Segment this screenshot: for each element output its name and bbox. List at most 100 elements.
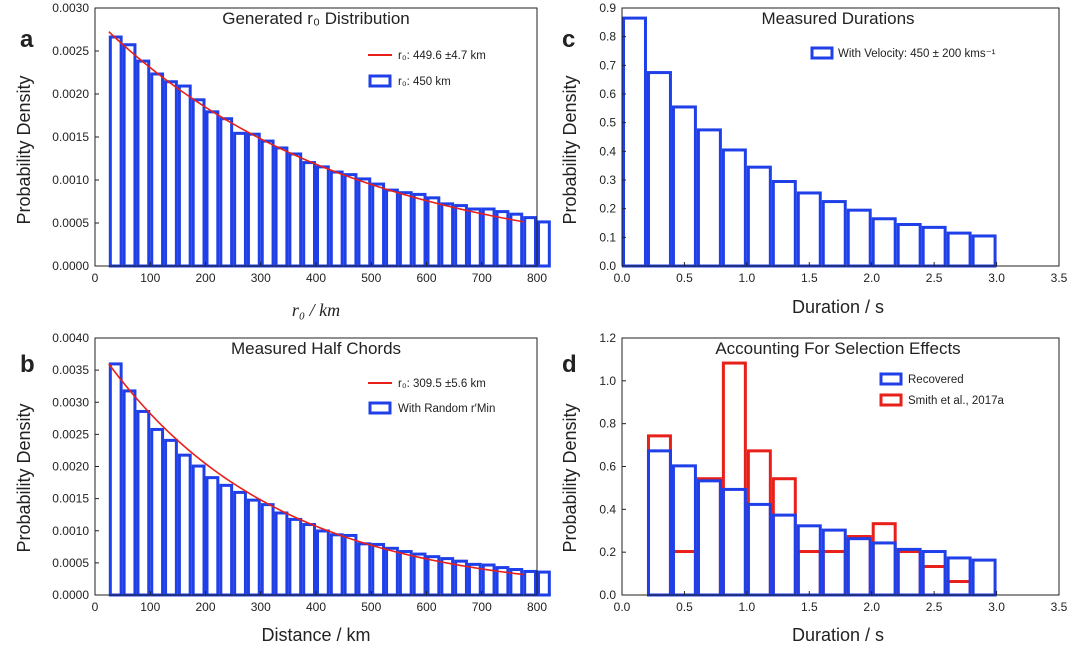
legend-c-background	[804, 40, 1048, 66]
chart-a-bar-3	[150, 72, 165, 268]
chart-b-xtick-label-7: 700	[472, 600, 492, 614]
chart-d-ytick-label-6: 1.2	[599, 331, 616, 345]
chart-c-bar-11	[896, 223, 922, 268]
chart-b-fit-curve	[108, 363, 524, 576]
chart-a-bar-26	[467, 207, 482, 268]
chart-d-series1-bar-10	[896, 547, 922, 597]
chart-b-xlabel: Distance / km	[261, 625, 370, 645]
chart-b-bar-19	[371, 542, 386, 597]
chart-c-bar-2	[671, 105, 697, 268]
chart-b-bar-5	[177, 453, 192, 597]
chart-d-ylabel: Probability Density	[560, 403, 580, 552]
chart-b-bar-11	[260, 503, 275, 597]
chart-a-ytick-label-5: 0.0025	[52, 44, 89, 58]
chart-d-ytick-label-4: 0.8	[599, 417, 616, 431]
chart-a-xtick-label-8: 800	[527, 271, 547, 285]
chart-a-letter: a	[20, 26, 34, 53]
chart-d-series1-bar-8	[846, 537, 872, 597]
chart-b-xtick-label-1: 100	[140, 600, 160, 614]
chart-a-bar-0	[108, 35, 123, 268]
legend-b-label-hist: With Random r′Min	[398, 403, 495, 415]
chart-a-bar-20	[385, 188, 399, 268]
chart-c-bar-10	[871, 217, 897, 268]
chart-d-series0-bar-9	[871, 522, 897, 597]
chart-d-ytick-label-1: 0.2	[599, 545, 616, 559]
chart-a-bar-11	[260, 139, 275, 268]
chart-b-letter: b	[20, 351, 35, 378]
panel-a: Generated r₀ Distribution a Probability …	[14, 1, 551, 320]
chart-c-plot: 0.0 0.5 1.0 1.5 2.0 2.5 3.0 3.5 0.0 0.1 0.2 0.3 0.4 0…	[599, 1, 1067, 285]
chart-d-xtick-label-0: 0.0	[614, 600, 631, 614]
chart-b-bar-20	[385, 546, 399, 597]
chart-b-bar-9	[233, 490, 247, 597]
chart-a-bar-18	[357, 177, 372, 268]
chart-c-bar-13	[946, 231, 972, 268]
chart-c-ytick-label-2: 0.2	[599, 202, 616, 216]
chart-b-bar-22	[412, 552, 427, 597]
chart-d-series1-bar-4	[746, 502, 772, 597]
chart-a-legend: r₀: 449.6 ±4.7 km r₀: 450 km	[360, 38, 535, 104]
panel-c: Measured Durations c Probability Density…	[560, 1, 1068, 317]
chart-d-xtick-label-2: 1.0	[739, 600, 756, 614]
chart-d-series0-bar-2	[696, 477, 722, 597]
chart-d-series1-bar-13	[971, 558, 997, 597]
chart-d-ytick-label-2: 0.4	[599, 502, 616, 516]
chart-d-series1-bar-9	[871, 541, 897, 597]
chart-b-ytick-label-3: 0.0015	[52, 492, 89, 506]
chart-d-series1-bar-3	[721, 487, 747, 597]
legend-c-box-swatch	[810, 46, 834, 60]
chart-b-bar-21	[398, 550, 413, 597]
chart-a-bar-10	[246, 132, 261, 268]
chart-b-bar-12	[274, 511, 289, 597]
chart-c-xtick-label-6: 3.0	[988, 271, 1005, 285]
chart-b-ytick-label-0: 0.0000	[52, 588, 89, 602]
chart-d-series0-bar-8	[846, 535, 872, 597]
chart-a-bar-24	[440, 202, 455, 268]
legend-c-label-hist: With Velocity: 450 ± 200 kms⁻¹	[838, 48, 996, 60]
chart-c-bar-3	[696, 128, 722, 268]
chart-a-bar-12	[274, 146, 289, 268]
chart-a-bar-8	[219, 117, 234, 268]
chart-a-xtick-label-5: 500	[361, 271, 381, 285]
chart-c-ylabel: Probability Density	[560, 75, 580, 224]
chart-b-ytick-label-6: 0.0030	[52, 395, 89, 409]
panel-d: Accounting For Selection Effects d Proba…	[560, 331, 1068, 645]
chart-b-ytick-label-2: 0.0010	[52, 524, 89, 538]
chart-d-xlabel: Duration / s	[792, 625, 884, 645]
chart-a-bar-14	[302, 161, 316, 268]
chart-c-ytick-label-3: 0.3	[599, 173, 616, 187]
chart-d-xtick-label-4: 2.0	[863, 600, 880, 614]
legend-a-label-hist: r₀: 450 km	[398, 76, 451, 88]
chart-c-ytick-label-5: 0.5	[599, 116, 616, 130]
chart-b-xtick-label-5: 500	[361, 600, 381, 614]
chart-c-frame	[621, 7, 1060, 267]
chart-a-ytick-label-6: 0.0030	[52, 1, 89, 15]
chart-b-xtick-label-4: 400	[306, 600, 326, 614]
chart-d-series1-bar-7	[821, 528, 847, 597]
chart-a-ytick-label-2: 0.0010	[52, 173, 89, 187]
chart-b-ytick-label-5: 0.0025	[52, 427, 89, 441]
chart-a-xtick-label-2: 200	[195, 271, 215, 285]
chart-a-xtick-label-1: 100	[140, 271, 160, 285]
chart-a-bar-9	[233, 131, 247, 268]
chart-d-series0-bar-10	[896, 550, 922, 597]
chart-a-bar-22	[412, 192, 427, 268]
chart-c-ytick-label-9: 0.9	[599, 1, 616, 15]
chart-b-bar-7	[205, 476, 220, 597]
chart-c-xlabel: Duration / s	[792, 297, 884, 317]
chart-d-xtick-label-5: 2.5	[926, 600, 943, 614]
chart-c-ytick-label-1: 0.1	[599, 230, 616, 244]
chart-a-bar-17	[343, 173, 358, 268]
chart-b-bar-18	[357, 542, 372, 597]
chart-c-ytick-label-6: 0.6	[599, 87, 616, 101]
legend-b-box-swatch	[368, 401, 392, 415]
legend-d-label-recovered: Recovered	[908, 374, 964, 386]
chart-b-ytick-label-8: 0.0040	[52, 331, 89, 345]
chart-a-bar-30	[523, 216, 537, 268]
chart-d-series1-bar-5	[771, 513, 797, 597]
chart-a-bar-27	[481, 207, 496, 268]
chart-c-xtick-label-4: 2.0	[863, 271, 880, 285]
chart-b-bar-1	[122, 389, 137, 597]
chart-b-xtick-label-2: 200	[195, 600, 215, 614]
chart-a-ylabel: Probability Density	[14, 75, 34, 224]
